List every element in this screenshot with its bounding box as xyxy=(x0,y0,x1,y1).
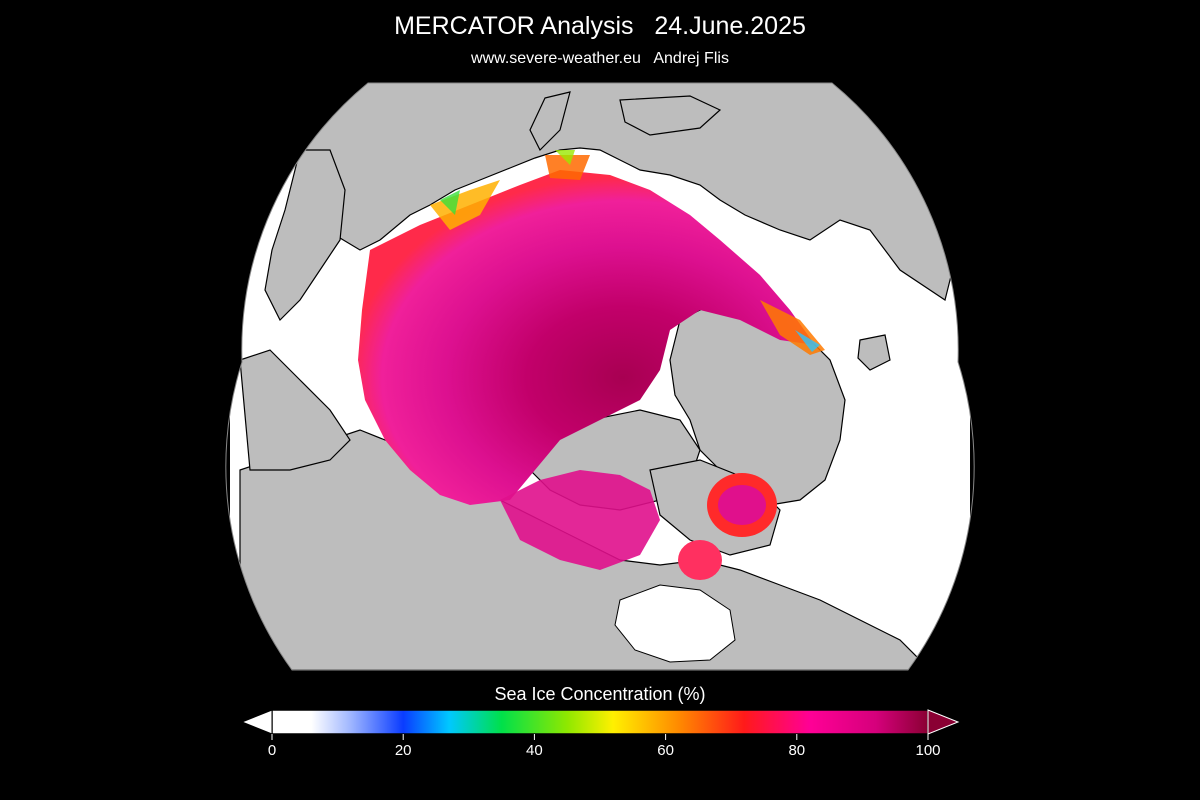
colorbar-tick-label: 60 xyxy=(657,742,674,759)
land-eurasia xyxy=(299,83,956,301)
globe-outline xyxy=(225,82,975,671)
land-svalbard xyxy=(619,95,722,136)
land-novaya-zemlya xyxy=(529,91,571,152)
colorbar-gradient xyxy=(271,709,929,735)
ice-edge-laptev xyxy=(545,155,590,180)
globe xyxy=(230,83,970,670)
hudson-bay xyxy=(614,584,736,663)
colorbar-max-arrow xyxy=(927,709,960,735)
sea-ice-archipelago xyxy=(500,470,660,570)
colorbar-min-arrow xyxy=(240,709,273,735)
colorbar-tick-label: 100 xyxy=(915,742,941,759)
land-alaska xyxy=(239,349,351,471)
land-scandinavia xyxy=(264,149,346,322)
map-subtitle: www.severe-weather.eu Andrej Flis xyxy=(471,50,729,67)
map-title: MERCATOR Analysis 24.June.2025 xyxy=(394,12,806,40)
colorbar-tick-label: 20 xyxy=(394,742,412,759)
colorbar-tick-label: 0 xyxy=(267,742,277,759)
colorbar-title: Sea Ice Concentration (%) xyxy=(494,684,706,704)
sea-ice-hudson-patch xyxy=(678,540,722,580)
sea-ice-main xyxy=(358,170,815,505)
ice-edge-kara xyxy=(430,180,500,230)
land-iceland xyxy=(857,334,891,371)
colorbar-tick-label: 40 xyxy=(526,742,543,759)
colorbar-tick-label: 80 xyxy=(788,742,806,759)
colorbar xyxy=(240,709,960,740)
